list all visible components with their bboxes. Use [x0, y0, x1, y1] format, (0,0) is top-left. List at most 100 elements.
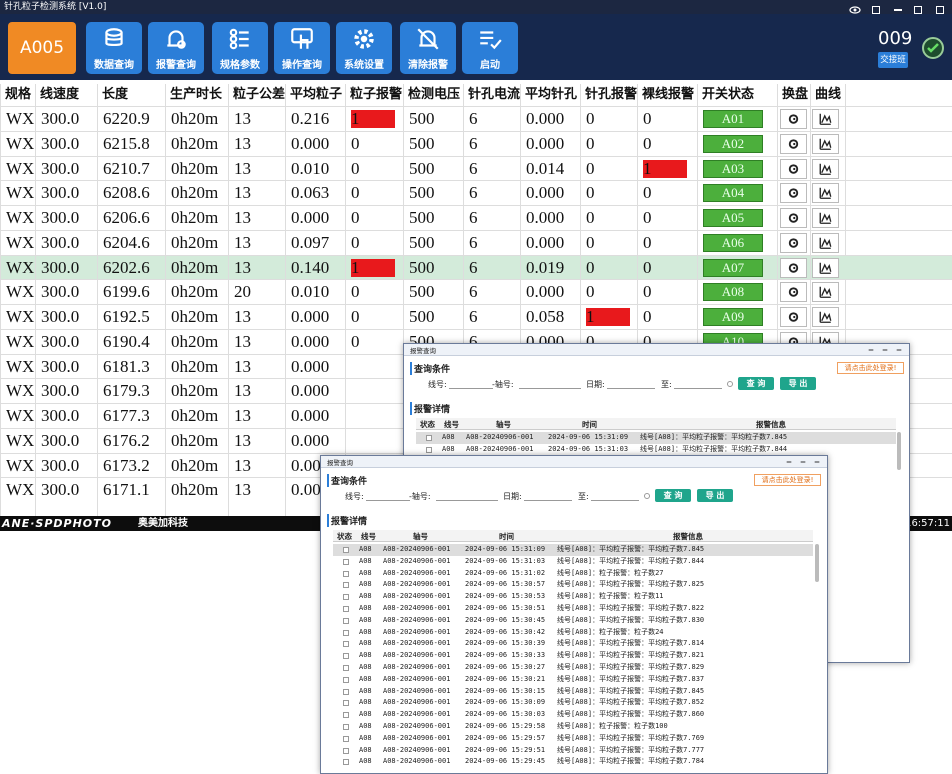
query-button[interactable]: 查 询 — [738, 377, 774, 390]
switch-state[interactable]: A08 — [703, 283, 763, 302]
shift-button[interactable]: 交接班 — [878, 52, 908, 68]
option-radio[interactable] — [644, 493, 650, 499]
status-checkbox[interactable] — [343, 688, 349, 695]
change-reel-button[interactable] — [780, 183, 807, 204]
status-checkbox[interactable] — [343, 653, 349, 660]
window-control[interactable] — [870, 1, 882, 14]
change-reel-button[interactable] — [780, 133, 807, 154]
dialog-control[interactable] — [895, 346, 903, 354]
date-from-input[interactable] — [524, 490, 572, 501]
curve-button[interactable] — [812, 307, 839, 327]
status-checkbox[interactable] — [343, 558, 349, 565]
status-checkbox[interactable] — [343, 712, 349, 719]
toolbar-button[interactable]: 系统设置 — [336, 22, 392, 74]
toolbar-button[interactable]: 规格参数 — [212, 22, 268, 74]
detail-row[interactable]: A08 A08-20240906-001 2024-09-06 15:29:45 线号… — [333, 756, 813, 768]
station-button[interactable]: A005 — [8, 22, 76, 74]
detail-row[interactable]: A08 A08-20240906-001 2024-09-06 15:30:45 线号… — [333, 615, 813, 627]
dialog-control[interactable] — [867, 346, 875, 354]
detail-row[interactable]: A08 A08-20240906-001 2024-09-06 15:30:42 线号… — [333, 627, 813, 639]
line-input[interactable] — [449, 378, 493, 389]
status-checkbox[interactable] — [343, 629, 349, 636]
switch-state[interactable]: A02 — [703, 134, 763, 153]
detail-row[interactable]: A08 A08-20240906-001 2024-09-06 15:29:57 线号… — [333, 733, 813, 745]
detail-row[interactable]: A08 A08-20240906-001 2024-09-06 15:31:09 线号… — [416, 432, 896, 444]
curve-button[interactable] — [812, 232, 839, 253]
line-input[interactable] — [366, 490, 410, 501]
window-control[interactable] — [934, 1, 946, 14]
export-button[interactable]: 导 出 — [697, 489, 733, 502]
switch-state[interactable]: A04 — [703, 184, 763, 203]
status-checkbox[interactable] — [343, 676, 349, 683]
axis-input[interactable] — [519, 378, 581, 389]
status-checkbox[interactable] — [343, 594, 349, 601]
switch-state[interactable]: A01 — [703, 110, 763, 128]
status-checkbox[interactable] — [343, 735, 349, 742]
detail-row[interactable]: A08 A08-20240906-001 2024-09-06 15:30:51 线号… — [333, 603, 813, 615]
dialog-control[interactable] — [785, 458, 793, 466]
status-checkbox[interactable] — [426, 446, 432, 453]
dialog-control[interactable] — [799, 458, 807, 466]
date-to-input[interactable] — [591, 490, 639, 501]
dialog-control[interactable] — [813, 458, 821, 466]
axis-input[interactable] — [436, 490, 498, 501]
toolbar-button[interactable]: 操作查询 — [274, 22, 330, 74]
curve-button[interactable] — [812, 158, 839, 179]
status-checkbox[interactable] — [343, 759, 349, 766]
dialog-control[interactable] — [881, 346, 889, 354]
curve-button[interactable] — [812, 183, 839, 204]
status-checkbox[interactable] — [343, 724, 349, 730]
change-reel-button[interactable] — [780, 282, 807, 303]
detail-row[interactable]: A08 A08-20240906-001 2024-09-06 15:31:03 线号… — [416, 444, 896, 456]
window-control[interactable] — [892, 1, 904, 13]
switch-state[interactable]: A09 — [703, 308, 763, 326]
curve-button[interactable] — [812, 257, 839, 278]
status-checkbox[interactable] — [426, 435, 432, 441]
option-radio[interactable] — [727, 381, 733, 387]
status-checkbox[interactable] — [343, 570, 349, 577]
change-reel-button[interactable] — [780, 208, 807, 228]
status-checkbox[interactable] — [343, 606, 349, 612]
toolbar-button[interactable]: 启动 — [462, 22, 518, 74]
detail-row[interactable]: A08 A08-20240906-001 2024-09-06 15:30:09 线号… — [333, 697, 813, 709]
toolbar-button[interactable]: 数据查询 — [86, 22, 142, 74]
detail-row[interactable]: A08 A08-20240906-001 2024-09-06 15:30:39 线号… — [333, 638, 813, 650]
status-checkbox[interactable] — [343, 582, 349, 589]
detail-row[interactable]: A08 A08-20240906-001 2024-09-06 15:30:57 线号… — [333, 579, 813, 591]
detail-row[interactable]: A08 A08-20240906-001 2024-09-06 15:31:09 线号… — [333, 544, 813, 556]
toolbar-button[interactable]: 清除报警 — [400, 22, 456, 74]
date-from-input[interactable] — [607, 378, 655, 389]
curve-button[interactable] — [812, 208, 839, 228]
status-checkbox[interactable] — [343, 617, 349, 624]
switch-state[interactable]: A06 — [703, 233, 763, 252]
window-control[interactable] — [912, 1, 924, 14]
change-reel-button[interactable] — [780, 232, 807, 253]
status-checkbox[interactable] — [343, 665, 349, 671]
detail-row[interactable]: A08 A08-20240906-001 2024-09-06 15:30:15 线号… — [333, 686, 813, 698]
detail-row[interactable]: A08 A08-20240906-001 2024-09-06 15:30:33 线号… — [333, 650, 813, 662]
detail-row[interactable]: A08 A08-20240906-001 2024-09-06 15:31:03 线号… — [333, 556, 813, 568]
curve-button[interactable] — [812, 133, 839, 154]
detail-row[interactable]: A08 A08-20240906-001 2024-09-06 15:30:27 线号… — [333, 662, 813, 674]
export-button[interactable]: 导 出 — [780, 377, 816, 390]
change-reel-button[interactable] — [780, 257, 807, 278]
detail-row[interactable]: A08 A08-20240906-001 2024-09-06 15:31:02 线号… — [333, 568, 813, 580]
detail-row[interactable]: A08 A08-20240906-001 2024-09-06 15:30:53 线号… — [333, 591, 813, 603]
change-reel-button[interactable] — [780, 158, 807, 179]
switch-state[interactable]: A07 — [703, 258, 763, 277]
curve-button[interactable] — [812, 109, 839, 129]
toolbar-button[interactable]: 报警查询 — [148, 22, 204, 74]
query-button[interactable]: 查 询 — [655, 489, 691, 502]
detail-row[interactable]: A08 A08-20240906-001 2024-09-06 15:29:58 线号… — [333, 721, 813, 733]
curve-button[interactable] — [812, 282, 839, 303]
change-reel-button[interactable] — [780, 109, 807, 129]
detail-row[interactable]: A08 A08-20240906-001 2024-09-06 15:29:51 线号… — [333, 745, 813, 757]
date-to-input[interactable] — [674, 378, 722, 389]
status-checkbox[interactable] — [343, 641, 349, 648]
status-checkbox[interactable] — [343, 700, 349, 707]
detail-row[interactable]: A08 A08-20240906-001 2024-09-06 15:30:03 线号… — [333, 709, 813, 721]
switch-state[interactable]: A05 — [703, 209, 763, 227]
status-checkbox[interactable] — [343, 747, 349, 754]
login-link[interactable]: 请点击此处登录! — [754, 474, 821, 486]
switch-state[interactable]: A03 — [703, 159, 763, 178]
